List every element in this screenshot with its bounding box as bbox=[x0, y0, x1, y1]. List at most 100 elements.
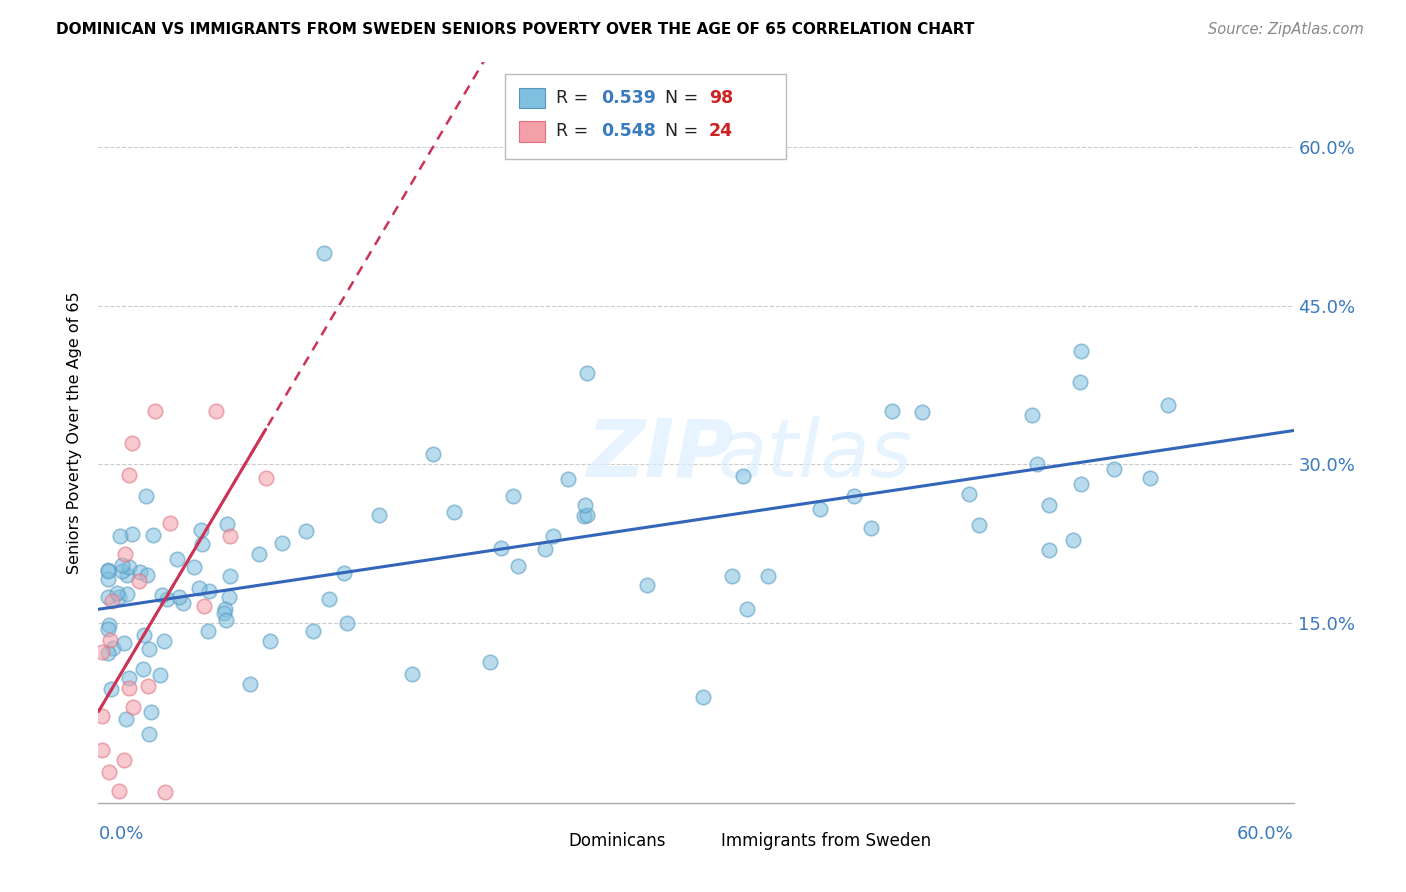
Text: N =: N = bbox=[654, 89, 704, 107]
Point bbox=[115, 587, 138, 601]
Point bbox=[731, 469, 754, 483]
Text: 0.539: 0.539 bbox=[602, 89, 657, 107]
Point bbox=[302, 624, 325, 639]
Point bbox=[215, 517, 238, 532]
Point bbox=[422, 447, 444, 461]
Point bbox=[118, 681, 141, 695]
Point bbox=[636, 578, 658, 592]
Point bbox=[969, 518, 991, 533]
Point bbox=[239, 677, 262, 691]
Point bbox=[212, 606, 235, 620]
Text: DOMINICAN VS IMMIGRANTS FROM SWEDEN SENIORS POVERTY OVER THE AGE OF 65 CORRELATI: DOMINICAN VS IMMIGRANTS FROM SWEDEN SENI… bbox=[56, 22, 974, 37]
Point bbox=[271, 536, 294, 550]
Point bbox=[193, 599, 215, 614]
Point bbox=[153, 785, 176, 799]
Text: 98: 98 bbox=[709, 89, 734, 107]
Point bbox=[138, 727, 160, 741]
Point bbox=[114, 547, 136, 561]
Point bbox=[1139, 471, 1161, 485]
Point bbox=[557, 472, 579, 486]
Point bbox=[910, 405, 932, 419]
Point bbox=[1070, 344, 1092, 359]
Point bbox=[502, 489, 524, 503]
Point bbox=[98, 632, 121, 647]
Point bbox=[1157, 398, 1180, 412]
Point bbox=[149, 667, 172, 681]
Point bbox=[105, 586, 128, 600]
FancyBboxPatch shape bbox=[534, 836, 561, 857]
Point bbox=[159, 516, 181, 530]
Point bbox=[169, 590, 191, 604]
Point bbox=[166, 551, 188, 566]
Point bbox=[204, 403, 226, 417]
Point bbox=[489, 541, 512, 556]
Point bbox=[214, 601, 236, 615]
Point bbox=[367, 508, 389, 522]
Point bbox=[721, 568, 744, 582]
Point bbox=[574, 509, 596, 524]
Point bbox=[508, 559, 530, 574]
Point bbox=[1038, 498, 1060, 512]
Point bbox=[534, 542, 557, 557]
FancyBboxPatch shape bbox=[688, 836, 714, 857]
Point bbox=[541, 529, 564, 543]
Point bbox=[143, 404, 166, 418]
Point bbox=[122, 699, 145, 714]
Point bbox=[136, 679, 159, 693]
Point bbox=[314, 245, 336, 260]
Point bbox=[1038, 542, 1060, 557]
Point bbox=[98, 618, 121, 632]
Text: Source: ZipAtlas.com: Source: ZipAtlas.com bbox=[1208, 22, 1364, 37]
Point bbox=[118, 672, 141, 686]
Point bbox=[108, 590, 131, 604]
FancyBboxPatch shape bbox=[519, 121, 546, 142]
Point bbox=[97, 646, 120, 660]
Point bbox=[138, 641, 160, 656]
Point bbox=[336, 616, 359, 631]
Point bbox=[401, 666, 423, 681]
Point bbox=[1069, 375, 1091, 389]
Point bbox=[247, 547, 270, 561]
Point bbox=[112, 754, 135, 768]
Point bbox=[197, 584, 219, 599]
FancyBboxPatch shape bbox=[519, 87, 546, 108]
Text: 0.548: 0.548 bbox=[602, 122, 657, 140]
Point bbox=[129, 565, 152, 579]
Point bbox=[115, 712, 138, 726]
Point bbox=[219, 568, 242, 582]
Point bbox=[97, 623, 120, 637]
Text: Immigrants from Sweden: Immigrants from Sweden bbox=[721, 831, 931, 849]
Point bbox=[131, 662, 153, 676]
Point bbox=[1070, 476, 1092, 491]
Point bbox=[108, 784, 131, 798]
Point bbox=[1025, 457, 1047, 471]
Point bbox=[575, 366, 598, 380]
Point bbox=[108, 529, 131, 543]
Point bbox=[142, 527, 165, 541]
Point bbox=[218, 591, 240, 605]
Point bbox=[295, 524, 318, 538]
Point bbox=[97, 590, 120, 604]
Point bbox=[121, 436, 143, 450]
Point bbox=[190, 523, 212, 537]
Point bbox=[443, 505, 465, 519]
Text: R =: R = bbox=[557, 122, 593, 140]
Point bbox=[318, 592, 340, 607]
Point bbox=[111, 564, 134, 578]
Point bbox=[91, 645, 114, 659]
Point bbox=[191, 537, 214, 551]
Point bbox=[188, 581, 211, 595]
Text: R =: R = bbox=[557, 89, 593, 107]
Point bbox=[97, 573, 120, 587]
Point bbox=[97, 563, 120, 577]
Text: ZIP: ZIP bbox=[586, 416, 734, 494]
Point bbox=[100, 681, 122, 696]
Point bbox=[172, 596, 194, 610]
Point bbox=[91, 743, 114, 757]
Point bbox=[957, 487, 980, 501]
Point bbox=[135, 568, 157, 582]
Point bbox=[111, 558, 134, 573]
Point bbox=[218, 529, 240, 543]
Point bbox=[259, 634, 281, 648]
Point bbox=[153, 634, 176, 648]
